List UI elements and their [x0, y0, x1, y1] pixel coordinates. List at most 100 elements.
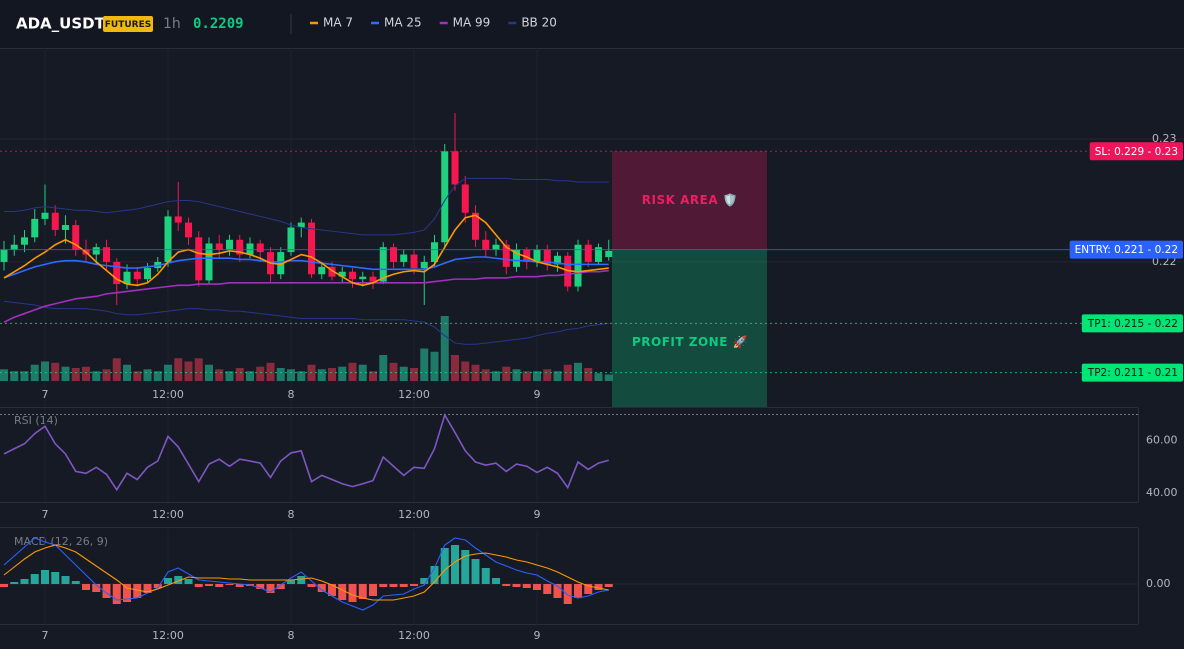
zone	[612, 151, 767, 250]
zone	[612, 249, 767, 407]
histogram-bar	[317, 584, 326, 592]
histogram-bar	[266, 584, 275, 593]
volume-bar	[0, 369, 8, 381]
candle-body	[164, 216, 172, 262]
histogram-bar	[92, 584, 101, 592]
candle-body	[574, 244, 582, 287]
volume-bar	[563, 364, 572, 381]
histogram-bar	[276, 584, 285, 589]
candle-body	[328, 266, 336, 277]
candle-body	[72, 225, 80, 250]
legend-label[interactable]: MA 25	[384, 16, 422, 30]
candle-body	[390, 247, 397, 262]
histogram-bar	[512, 584, 521, 587]
volume-bar	[266, 362, 275, 381]
histogram-bar	[471, 559, 480, 584]
candle-body	[605, 250, 613, 258]
histogram-bar	[399, 584, 408, 587]
volume-bar	[184, 361, 193, 381]
candle-body	[369, 276, 377, 282]
legend-label[interactable]: MA 99	[453, 16, 491, 30]
volume-bar	[369, 371, 377, 381]
volume-bar	[225, 371, 234, 381]
candle-body	[492, 244, 500, 250]
candle-body	[205, 243, 213, 281]
histogram-bar	[102, 584, 111, 598]
symbol[interactable]: ADA_USDT	[16, 15, 106, 33]
histogram-bar	[82, 584, 90, 590]
volume-bar	[358, 364, 367, 381]
candle-body	[338, 271, 346, 277]
histogram-bar	[338, 584, 347, 600]
candle-body	[41, 212, 49, 219]
candle-body	[113, 261, 121, 285]
histogram-bar	[563, 584, 572, 604]
volume-bar	[461, 361, 470, 381]
histogram-bar	[256, 584, 265, 589]
volume-bar	[399, 366, 408, 381]
histogram-bar	[235, 584, 244, 587]
histogram-bar	[440, 548, 449, 584]
candle-body	[318, 266, 326, 275]
candle-body	[123, 271, 131, 285]
candle-body	[10, 244, 18, 250]
volume-bar	[205, 364, 213, 381]
x-tick-label: 8	[288, 629, 295, 642]
candle-body	[461, 184, 469, 213]
histogram-bar	[215, 584, 224, 587]
volume-bar	[20, 371, 29, 381]
histogram-bar	[307, 584, 316, 587]
volume-bar	[543, 369, 552, 381]
legend-label[interactable]: BB 20	[521, 16, 557, 30]
volume-bar	[379, 355, 388, 381]
histogram-bar	[112, 584, 121, 604]
x-tick-label: 7	[42, 508, 49, 521]
x-tick-label: 9	[534, 629, 541, 642]
candle-body	[513, 249, 520, 267]
histogram-bar	[522, 584, 531, 588]
histogram-bar	[369, 584, 377, 596]
volume-bar	[604, 374, 613, 381]
volume-bar	[174, 358, 183, 381]
candle-body	[595, 247, 602, 262]
x-tick-label: 9	[534, 508, 541, 521]
volume-bar	[594, 373, 603, 381]
volume-bar	[451, 355, 459, 381]
candle-body	[185, 222, 192, 238]
histogram-bar	[174, 576, 183, 584]
level-tag	[1081, 314, 1183, 333]
histogram-bar	[584, 584, 593, 594]
candle-body	[51, 212, 59, 230]
candle-body	[226, 239, 233, 250]
y-tick-label: 0.00	[1146, 577, 1171, 590]
histogram-bar	[10, 582, 19, 584]
volume-bar	[256, 366, 265, 381]
legend-label[interactable]: MA 7	[323, 16, 353, 30]
histogram-bar	[71, 581, 80, 584]
candle-body	[441, 151, 449, 243]
histogram-bar	[481, 568, 490, 584]
candle-body	[543, 249, 551, 265]
histogram-bar	[358, 584, 367, 599]
x-tick-label: 12:00	[398, 629, 430, 642]
candle-body	[400, 254, 408, 262]
candle-body	[379, 247, 387, 282]
volume-bar	[297, 371, 306, 381]
volume-bar	[328, 368, 336, 381]
histogram-bar	[604, 584, 613, 587]
histogram-bar	[153, 584, 162, 588]
candle-body	[482, 239, 490, 250]
histogram-bar	[420, 578, 429, 584]
volume-bar	[553, 371, 562, 381]
candle-body	[554, 255, 561, 265]
level-tag-text: ENTRY: 0.221 - 0.22	[1075, 244, 1178, 256]
volume-bar	[276, 368, 285, 381]
candle-body	[236, 239, 244, 255]
candle-body	[256, 243, 264, 253]
volume-bar	[153, 371, 162, 381]
histogram-bar	[205, 584, 213, 586]
histogram-bar	[287, 580, 295, 584]
interval[interactable]: 1h	[163, 16, 181, 32]
histogram-bar	[184, 579, 193, 584]
volume-bar	[440, 316, 449, 381]
